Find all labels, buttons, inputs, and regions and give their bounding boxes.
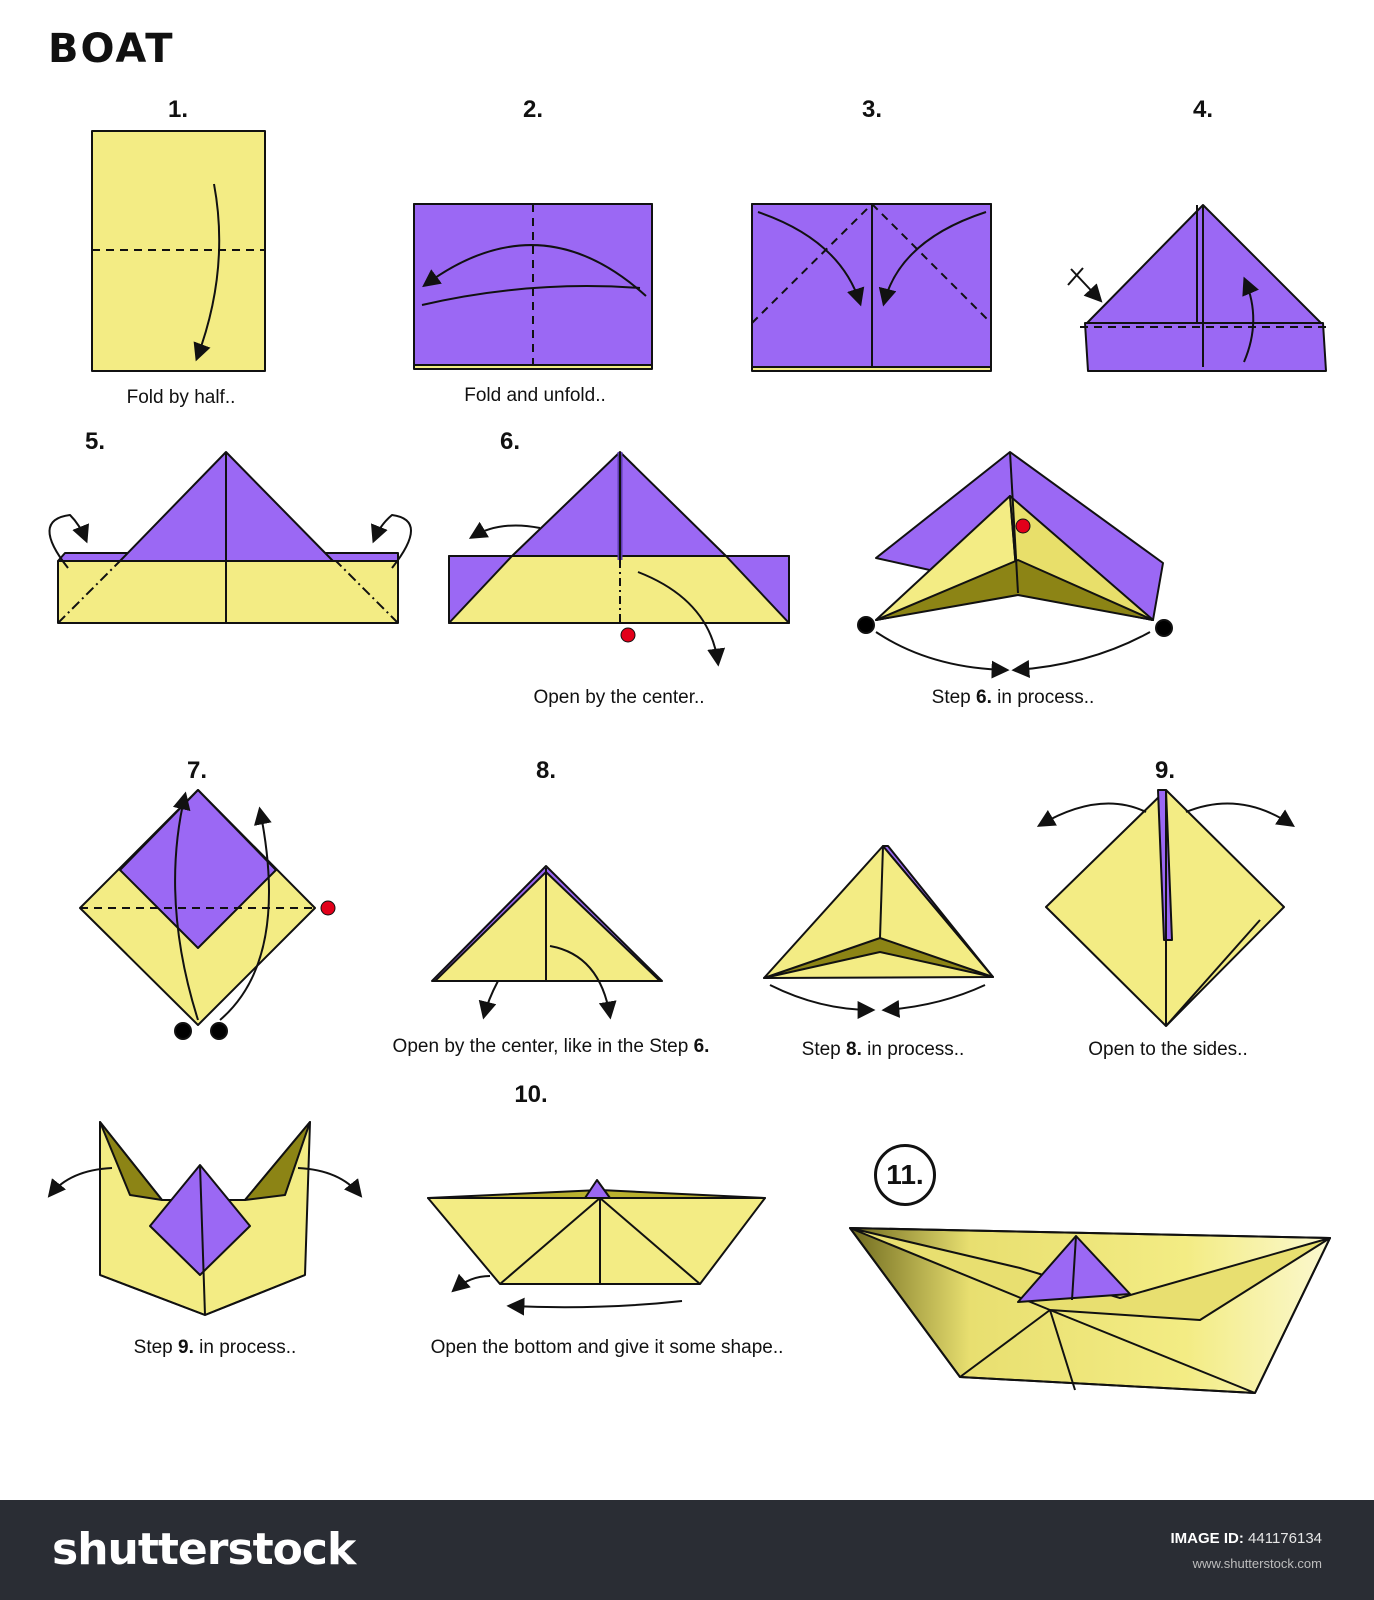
step-9-figure — [1036, 789, 1295, 1027]
step-3-figure — [751, 203, 992, 372]
step-11-number: 11. — [874, 1144, 936, 1206]
step-2-caption: Fold and unfold.. — [464, 385, 606, 406]
step-8-process-caption: Step 8. in process.. — [801, 1039, 965, 1060]
page-title: BOAT — [48, 26, 175, 72]
step-10-figure — [427, 1179, 766, 1316]
step-11-figure — [849, 1227, 1331, 1394]
step-8-caption: Open by the center, like in the Step 6. — [392, 1036, 710, 1057]
step-8-process-figure — [763, 845, 994, 1019]
step-3-number: 3. — [861, 96, 883, 123]
step-1-number: 1. — [167, 96, 189, 123]
step-4-number: 4. — [1192, 96, 1214, 123]
site-url: www.shutterstock.com — [1192, 1556, 1322, 1571]
step-1-figure — [91, 130, 266, 372]
step-2-figure — [413, 203, 653, 370]
step-10-caption: Open the bottom and give it some shape.. — [430, 1337, 784, 1358]
brand-logo: shutterstock — [52, 1524, 356, 1575]
step-9-caption: Open to the sides.. — [1088, 1039, 1248, 1060]
step-9-process-figure — [47, 1121, 363, 1316]
step-1-caption: Fold by half.. — [126, 387, 236, 408]
step-10-number: 10. — [514, 1081, 548, 1108]
step-8-figure — [431, 865, 663, 1020]
step-4-figure — [1067, 204, 1332, 372]
step-5-number: 5. — [84, 428, 106, 455]
image-id: IMAGE ID: 441176134 — [1170, 1530, 1322, 1547]
step-9-number: 9. — [1154, 757, 1176, 784]
step-9-process-caption: Step 9. in process.. — [133, 1337, 297, 1358]
step-6-caption: Open by the center.. — [533, 687, 705, 708]
step-6-process-caption: Step 6. in process.. — [931, 687, 1095, 708]
origami-diagram — [47, 130, 1332, 1394]
step-7-number: 7. — [186, 757, 208, 784]
step-6-figure — [448, 451, 790, 667]
step-5-figure — [48, 451, 412, 624]
step-7-figure — [79, 789, 336, 1040]
step-2-number: 2. — [522, 96, 544, 123]
step-8-number: 8. — [535, 757, 557, 784]
step-6-number: 6. — [499, 428, 521, 455]
footer-bar: shutterstock IMAGE ID: 441176134 www.shu… — [0, 1500, 1374, 1600]
step-6-process-figure — [857, 451, 1173, 679]
